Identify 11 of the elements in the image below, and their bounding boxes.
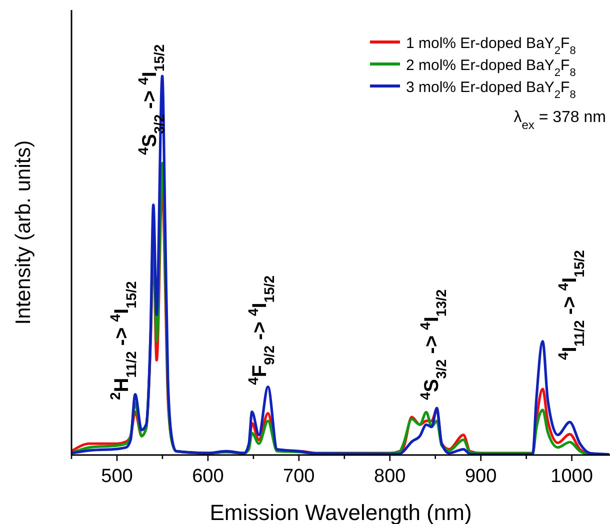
x-tick-label: 600: [192, 466, 224, 487]
legend-label: 1 mol% Er-doped BaY$_{2}$F$_{8}$: [406, 35, 576, 57]
legend-label: 3 mol% Er-doped BaY$_{2}$F$_{8}$: [406, 79, 576, 101]
x-tick-label: 700: [283, 466, 315, 487]
x-tick-label: 1000: [550, 466, 593, 487]
x-tick-label: 800: [374, 466, 406, 487]
legend-label: 2 mol% Er-doped BaY$_{2}$F$_{8}$: [406, 57, 576, 79]
x-tick-label: 500: [101, 466, 133, 487]
x-tick-label: 900: [464, 466, 497, 487]
annotation: λ$_{ex}$ = 378 nm: [514, 109, 606, 132]
y-axis-title: Intensity (arb. units): [12, 140, 35, 325]
